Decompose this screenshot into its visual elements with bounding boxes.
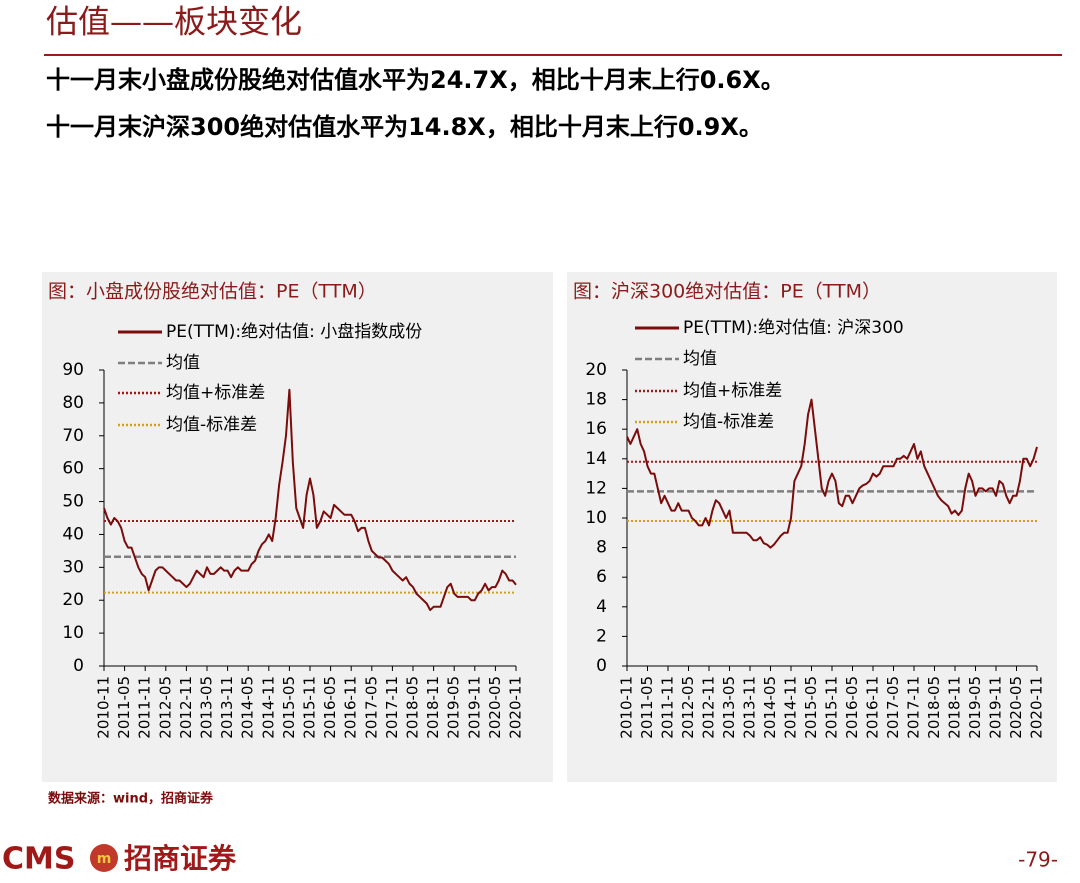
x-tick-label: 2019-11 (987, 676, 1005, 739)
x-tick-label: 2015-05 (280, 676, 298, 739)
x-tick-label: 2019-11 (465, 676, 483, 739)
chart-panel (567, 272, 1057, 782)
y-tick-label: 4 (596, 597, 607, 617)
logo-icon (90, 844, 118, 872)
x-tick-label: 2018-05 (925, 676, 943, 739)
legend-label: PE(TTM):绝对估值: 小盘指数成份 (166, 322, 422, 342)
y-tick-label: 10 (62, 623, 84, 643)
x-tick-label: 2012-11 (177, 676, 195, 739)
x-tick-label: 2011-11 (136, 676, 154, 739)
y-tick-label: 50 (62, 492, 84, 512)
legend-label: 均值 (683, 349, 717, 369)
y-tick-label: 20 (62, 590, 84, 610)
chart-title: 图：小盘成份股绝对估值：PE（TTM） (48, 281, 377, 303)
x-tick-label: 2020-11 (507, 676, 525, 739)
data-line (103, 388, 517, 612)
x-tick-label: 2015-11 (301, 676, 319, 739)
x-tick-label: 2013-05 (720, 676, 738, 739)
x-tick-label: 2016-11 (342, 676, 360, 739)
x-tick-label: 2011-05 (115, 676, 133, 739)
y-tick-label: 8 (596, 538, 607, 558)
page-number: -79- (1018, 848, 1058, 872)
legend-label: PE(TTM):绝对估值: 沪深300 (683, 318, 904, 338)
x-tick-label: 2019-05 (445, 676, 463, 739)
y-tick-label: 6 (596, 567, 607, 587)
y-tick-label: 18 (585, 390, 607, 410)
x-tick-label: 2012-05 (679, 676, 697, 739)
x-tick-label: 2018-11 (946, 676, 964, 739)
logo-icon-mark: m (97, 851, 112, 867)
legend-label: 均值-标准差 (166, 415, 257, 435)
bullet: 十一月末小盘成份股绝对估值水平为24.7X，相比十月末上行0.6X。 (46, 66, 785, 94)
x-tick-label: 2016-11 (864, 676, 882, 739)
x-tick-label: 2011-11 (659, 676, 677, 739)
y-tick-label: 10 (585, 508, 607, 528)
y-tick-label: 40 (62, 524, 84, 544)
x-tick-label: 2012-11 (700, 676, 718, 739)
y-tick-label: 80 (62, 393, 84, 413)
legend-label: 均值-标准差 (683, 412, 774, 432)
x-tick-label: 2018-05 (404, 676, 422, 739)
x-tick-label: 2014-05 (239, 676, 257, 739)
x-tick-label: 2014-11 (782, 676, 800, 739)
page-title: 估值——板块变化 (46, 3, 302, 41)
data-line (626, 398, 1038, 549)
y-tick-label: 2 (596, 626, 607, 646)
y-tick-label: 0 (596, 656, 607, 676)
x-tick-label: 2018-11 (424, 676, 442, 739)
x-tick-label: 2015-05 (802, 676, 820, 739)
y-tick-label: 70 (62, 426, 84, 446)
y-tick-label: 20 (585, 360, 607, 380)
legend-label: 均值 (166, 353, 200, 373)
logo-text: CMS (2, 842, 75, 877)
x-tick-label: 2016-05 (843, 676, 861, 739)
y-tick-label: 16 (585, 419, 607, 439)
x-tick-label: 2020-05 (486, 676, 504, 739)
bullet: 十一月末沪深300绝对估值水平为14.8X，相比十月末上行0.9X。 (46, 113, 763, 141)
y-tick-label: 12 (585, 478, 607, 498)
x-tick-label: 2015-11 (823, 676, 841, 739)
source: 数据来源：wind，招商证券 (48, 791, 214, 807)
x-tick-label: 2012-05 (156, 676, 174, 739)
chart-panel (42, 272, 553, 782)
x-tick-label: 2019-05 (966, 676, 984, 739)
x-tick-label: 2020-05 (1007, 676, 1025, 739)
x-tick-label: 2013-05 (198, 676, 216, 739)
y-tick-label: 30 (62, 557, 84, 577)
x-tick-label: 2010-11 (618, 676, 636, 739)
y-tick-label: 14 (585, 449, 607, 469)
y-tick-label: 90 (62, 360, 84, 380)
x-tick-label: 2014-11 (259, 676, 277, 739)
y-tick-label: 60 (62, 459, 84, 479)
x-tick-label: 2017-11 (383, 676, 401, 739)
x-tick-label: 2014-05 (761, 676, 779, 739)
x-tick-label: 2011-05 (638, 676, 656, 739)
logo-brand: 招商证券 (124, 842, 237, 875)
legend-label: 均值+标准差 (683, 381, 782, 401)
x-tick-label: 2013-11 (741, 676, 759, 739)
y-tick-label: 0 (73, 656, 84, 676)
x-tick-label: 2017-05 (884, 676, 902, 739)
chart-title: 图：沪深300绝对估值：PE（TTM） (573, 281, 881, 303)
legend-label: 均值+标准差 (166, 383, 265, 403)
x-tick-label: 2017-11 (905, 676, 923, 739)
x-tick-label: 2017-05 (362, 676, 380, 739)
x-tick-label: 2020-11 (1028, 676, 1046, 739)
x-tick-label: 2010-11 (95, 676, 113, 739)
x-tick-label: 2013-11 (218, 676, 236, 739)
x-tick-label: 2016-05 (321, 676, 339, 739)
